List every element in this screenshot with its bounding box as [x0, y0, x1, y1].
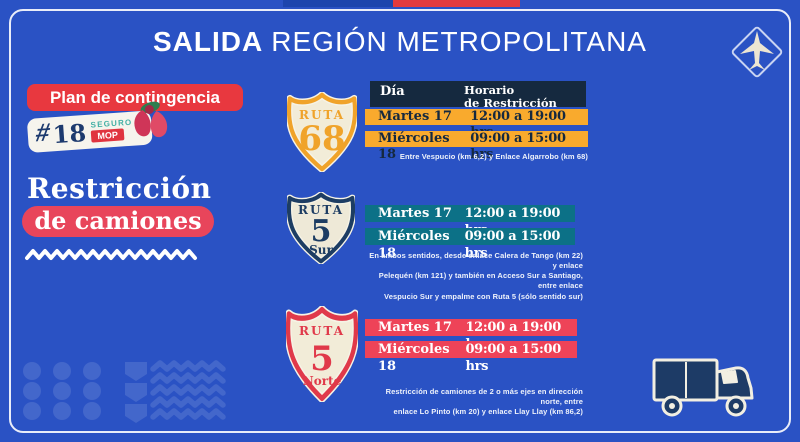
day-cell: Miércoles 18 — [378, 229, 450, 261]
airplane-icon — [729, 24, 785, 80]
note-line: Restricción de camiones de 2 o más ejes … — [385, 387, 583, 407]
day-cell: Miércoles 18 — [378, 342, 450, 374]
route-68-shield: RUTA 68 — [287, 92, 357, 172]
ruta-5-sur-row-miercoles: Miércoles 18 09:00 a 15:00 hrs — [365, 228, 575, 261]
column-header-horario-line1: Horario — [464, 83, 515, 97]
route-5-sur-shield: RUTA 5 Sur — [287, 192, 355, 264]
mop-label: MOP — [91, 128, 125, 143]
note-line: Vespucio Sur y empalme con Ruta 5 (sólo … — [384, 291, 583, 301]
column-header-horario: Horario de Restricción — [464, 81, 557, 110]
hash18-seguro-mop-badge: # 18 SEGURO MOP — [26, 101, 205, 161]
hours-cell: 09:00 a 15:00 hrs — [465, 342, 561, 374]
note-line: En ambos sentidos, desde enlace Calera d… — [369, 251, 583, 271]
hours-cell: 09:00 a 15:00 hrs — [464, 229, 561, 261]
title-emphasis: SALIDA — [153, 26, 264, 57]
day-cell: Miércoles 18 — [378, 131, 450, 162]
route-5-norte-shield-number: 5 — [310, 339, 334, 379]
plan-contingencia-label: Plan de contingencia — [49, 87, 221, 107]
route-68-shield-number: 68 — [298, 119, 346, 159]
route-5-sur-shield-number: 5 — [310, 214, 332, 249]
decor-pattern — [23, 360, 226, 423]
copihue-flowers-icon — [134, 101, 168, 138]
title-rest: REGIÓN METROPOLITANA — [271, 26, 647, 57]
truck-icon — [652, 358, 754, 417]
note-line: enlace Lo Pinto (km 20) y enlace Llay Ll… — [393, 407, 583, 417]
restriction-table-header: Día Horario de Restricción — [370, 81, 586, 110]
route-5-norte-shield-word: RUTA — [298, 324, 346, 338]
hours-cell: 12:00 a 19:00 hrs — [470, 109, 566, 140]
ruta-68-row-martes: Martes 17 12:00 a 19:00 hrs — [365, 109, 588, 140]
day-cell: Martes 17 — [378, 109, 452, 124]
route-5-norte-shield: RUTA 5 Norte — [286, 306, 358, 402]
route-5-sur-shield-word: RUTA — [297, 203, 345, 217]
hash-number: 18 — [51, 117, 88, 149]
page-title: SALIDA REGIÓN METROPOLITANA — [0, 26, 800, 58]
route-68-shield-word: RUTA — [298, 108, 346, 122]
ruta-5-norte-row-miercoles: Miércoles 18 09:00 a 15:00 hrs — [365, 341, 577, 374]
route-5-norte-shield-suffix: Norte — [302, 374, 342, 388]
ruta-5-norte-note: Restricción de camiones de 2 o más ejes … — [365, 387, 583, 417]
ruta-68-row-miercoles: Miércoles 18 09:00 a 15:00 hrs — [365, 131, 588, 162]
column-header-dia: Día — [380, 84, 405, 99]
card-border — [9, 9, 791, 433]
ruta-5-norte-row-martes: Martes 17 12:00 a 19:00 hrs — [365, 319, 577, 352]
plan-contingencia-badge: Plan de contingencia — [27, 84, 243, 111]
column-header-horario-line2: de Restricción — [464, 95, 557, 110]
ruta-68-note: Entre Vespucio (km 6,2) y Enlace Algarro… — [370, 152, 588, 162]
headline-restriccion: Restricción — [27, 172, 212, 205]
hours-cell: 12:00 a 19:00 hrs — [464, 206, 561, 238]
day-cell: Martes 17 — [378, 320, 452, 335]
route-5-sur-shield-suffix: Sur — [309, 243, 333, 257]
hours-cell: 12:00 a 19:00 hrs — [465, 320, 561, 352]
headline-de-camiones-pill: de camiones — [22, 206, 214, 237]
zigzag-divider — [25, 249, 197, 260]
ruta-5-sur-row-martes: Martes 17 12:00 a 19:00 hrs — [365, 205, 575, 238]
hash-symbol: # — [33, 118, 53, 148]
day-cell: Martes 17 — [378, 206, 452, 221]
headline-de-camiones: de camiones — [34, 206, 202, 235]
note-line: Pelequén (km 121) y también en Acceso Su… — [378, 271, 583, 291]
flag-strip-red — [393, 0, 520, 7]
note-line: Entre Vespucio (km 6,2) y Enlace Algarro… — [399, 152, 588, 161]
flag-strip-blue — [283, 0, 393, 7]
ruta-5-sur-note: En ambos sentidos, desde enlace Calera d… — [365, 251, 583, 302]
hours-cell: 09:00 a 15:00 hrs — [470, 131, 566, 162]
